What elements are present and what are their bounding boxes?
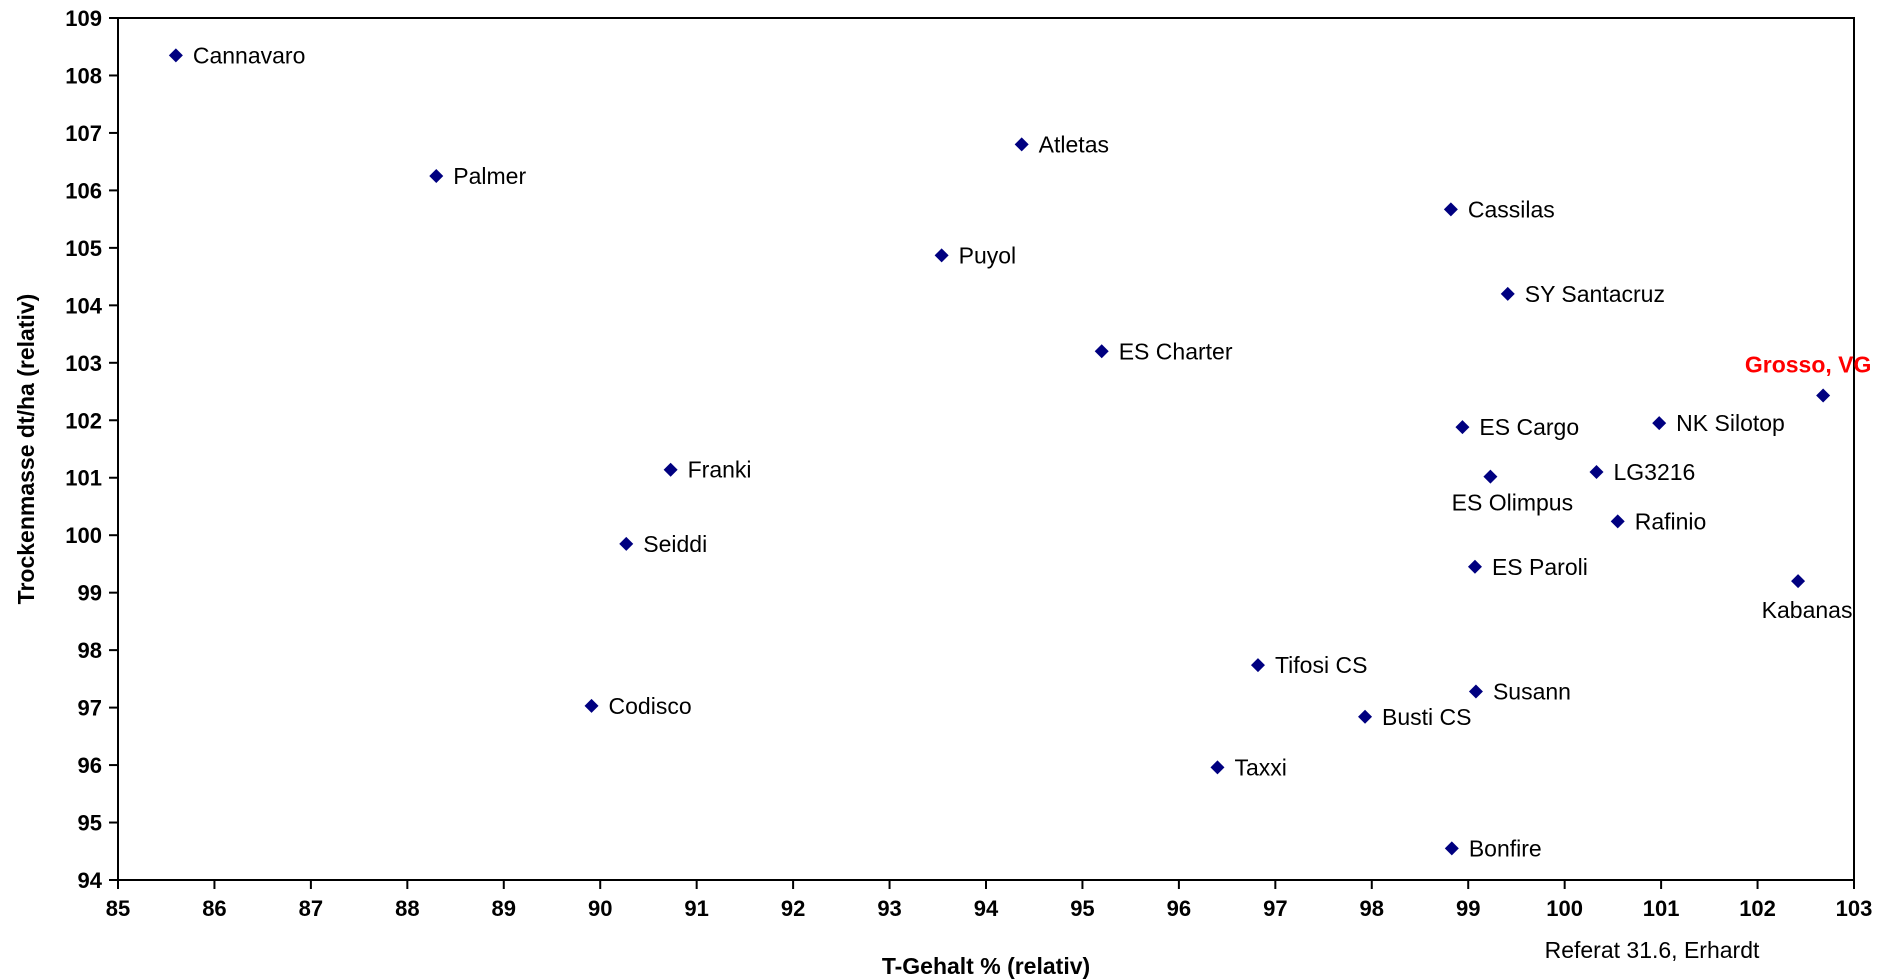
y-axis: 94 95 96 97 98 99 100 101 102 103 104 105 106 107 108 1… — [65, 6, 118, 893]
data-point-label: Cassilas — [1468, 196, 1555, 222]
data-point-marker — [1250, 658, 1265, 673]
data-point-marker — [1610, 514, 1625, 529]
x-tick-label: 90 — [588, 896, 612, 921]
plot-frame — [117, 17, 1855, 881]
x-tick-label: 99 — [1456, 896, 1480, 921]
data-point-label: Codisco — [609, 693, 692, 719]
data-point-label: Susann — [1493, 679, 1571, 705]
y-tick-label: 108 — [65, 63, 102, 88]
data-point-marker — [934, 248, 949, 263]
data-point-marker — [1468, 684, 1483, 699]
x-tick-label: 88 — [395, 896, 419, 921]
data-point-marker — [1444, 841, 1459, 856]
x-tick-label: 98 — [1360, 896, 1384, 921]
y-tick-label: 95 — [78, 811, 102, 836]
x-tick-label: 93 — [877, 896, 901, 921]
data-point-label: Franki — [688, 457, 752, 483]
data-point-marker — [1791, 574, 1806, 589]
y-tick-label: 105 — [65, 236, 102, 261]
data-point-label: Seiddi — [643, 531, 707, 557]
data-point-label: Tifosi CS — [1275, 652, 1367, 678]
data-point-label: LG3216 — [1613, 459, 1695, 485]
x-tick-label: 87 — [299, 896, 323, 921]
y-tick-label: 97 — [78, 696, 102, 721]
data-point-label: ES Paroli — [1492, 554, 1588, 580]
data-point-marker — [1500, 286, 1515, 301]
x-tick-label: 92 — [781, 896, 805, 921]
y-tick-label: 96 — [78, 753, 102, 778]
data-point-label: Palmer — [453, 163, 526, 189]
data-point-marker — [1358, 709, 1373, 724]
data-point-label: NK Silotop — [1676, 410, 1785, 436]
x-tick-label: 89 — [492, 896, 516, 921]
y-tick-label: 109 — [65, 6, 102, 31]
x-tick-label: 100 — [1546, 896, 1583, 921]
data-point-marker — [168, 48, 183, 63]
y-tick-label: 101 — [65, 466, 102, 491]
x-tick-label: 101 — [1643, 896, 1680, 921]
data-point-label: Atletas — [1039, 131, 1109, 157]
data-point-label: ES Cargo — [1479, 414, 1579, 440]
y-tick-label: 104 — [65, 293, 102, 318]
x-tick-label: 94 — [974, 896, 999, 921]
y-tick-label: 100 — [65, 523, 102, 548]
data-point-label: ES Charter — [1119, 338, 1233, 364]
y-tick-label: 103 — [65, 351, 102, 376]
y-tick-label: 107 — [65, 121, 102, 146]
data-points: Cannavaro Palmer Atletas Puyol Cassilas SY Sa… — [168, 42, 1872, 861]
data-point-marker — [1467, 559, 1482, 574]
data-point-label: Busti CS — [1382, 704, 1471, 730]
y-tick-label: 102 — [65, 408, 102, 433]
data-point-label: Taxxi — [1234, 754, 1286, 780]
data-point-label: Bonfire — [1469, 835, 1542, 861]
x-tick-label: 103 — [1836, 896, 1873, 921]
data-point-marker — [1094, 344, 1109, 359]
data-point-marker — [1652, 416, 1667, 431]
data-point-marker — [1816, 388, 1831, 403]
data-point-marker — [429, 169, 444, 184]
data-point-marker — [1443, 202, 1458, 217]
y-tick-label: 99 — [78, 581, 102, 606]
data-point-marker — [584, 698, 599, 713]
data-point-label: Puyol — [959, 242, 1017, 268]
data-point-marker — [619, 536, 634, 551]
data-point-label: ES Olimpus — [1452, 490, 1573, 516]
x-tick-label: 97 — [1263, 896, 1287, 921]
x-tick-label: 86 — [202, 896, 226, 921]
data-point-marker — [1483, 469, 1498, 484]
y-axis-title: Trockenmasse dt/ha (relativ) — [13, 294, 39, 605]
x-tick-label: 96 — [1167, 896, 1191, 921]
x-axis: 85 86 87 88 89 90 91 92 93 94 95 96 97 98 99 100 101 102 1… — [106, 880, 1873, 921]
x-tick-label: 102 — [1739, 896, 1776, 921]
y-tick-label: 94 — [78, 868, 103, 893]
y-tick-label: 106 — [65, 178, 102, 203]
data-point-marker — [663, 462, 678, 477]
y-tick-label: 98 — [78, 638, 102, 663]
data-point-label: Cannavaro — [193, 42, 306, 68]
data-point-label: Grosso, VG — [1745, 352, 1872, 378]
source-annotation: Referat 31.6, Erhardt — [1545, 937, 1760, 963]
data-point-label: SY Santacruz — [1525, 281, 1665, 307]
data-point-label: Kabanas — [1762, 597, 1853, 623]
x-tick-label: 85 — [106, 896, 130, 921]
x-axis-title: T-Gehalt % (relativ) — [882, 953, 1090, 979]
x-tick-label: 91 — [684, 896, 708, 921]
data-point-marker — [1210, 760, 1225, 775]
data-point-marker — [1014, 137, 1029, 152]
data-point-label: Rafinio — [1635, 508, 1707, 534]
x-tick-label: 95 — [1070, 896, 1094, 921]
data-point-marker — [1455, 420, 1470, 435]
data-point-marker — [1589, 464, 1604, 479]
